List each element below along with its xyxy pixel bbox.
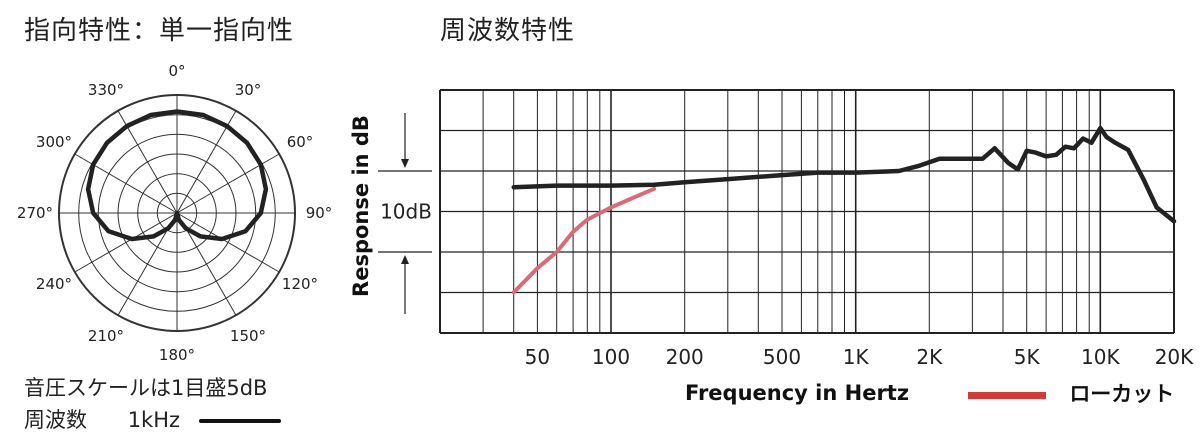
scale-marker-arrowhead-up	[401, 255, 409, 264]
polar-angle-label: 330°	[88, 81, 124, 99]
polar-angle-label: 0°	[168, 62, 185, 80]
polar-spoke	[74, 212, 178, 273]
frequency-note: 周波数 1kHz	[24, 404, 281, 434]
scale-marker-arrowhead-down	[401, 159, 409, 168]
x-tick-label: 200	[666, 345, 704, 369]
polar-angle-label: 210°	[88, 327, 124, 345]
polar-angle-label: 180°	[159, 346, 195, 364]
frequency-note-value: 1kHz	[127, 408, 181, 432]
lowcut-response-line	[511, 186, 657, 295]
x-axis-title: Frequency in Hertz	[685, 381, 909, 405]
lowcut-legend-label: ローカット	[1069, 382, 1175, 406]
x-tick-label: 2K	[916, 345, 943, 369]
scale-note: 音圧スケールは1目盛5dB	[24, 376, 268, 400]
polar-angle-label: 90°	[306, 204, 333, 222]
polar-chart-title: 指向特性：単一指向性	[24, 16, 295, 46]
polar-angle-label: 300°	[36, 133, 72, 151]
x-tick-label: 500	[763, 345, 801, 369]
polar-angle-label: 270°	[17, 204, 53, 222]
x-tick-label: 5K	[1014, 345, 1041, 369]
scale-marker: 10dB	[378, 113, 432, 314]
frequency-legend-line	[198, 419, 281, 423]
scale-marker-label: 10dB	[380, 200, 432, 224]
polar-angle-label: 150°	[230, 327, 266, 345]
polar-chart: 0° 30° 60° 90° 120° 150° 180° 210° 240° 270° 300° 3…	[17, 62, 332, 364]
main-response-line	[511, 125, 1177, 224]
lowcut-legend: ローカット	[968, 378, 1174, 408]
y-axis-title: Response in dB	[349, 115, 373, 297]
frequency-chart: 50 100 200 500 1K 2K 5K 10K 20K Frequency in Hert…	[349, 89, 1194, 405]
polar-angle-label: 240°	[36, 275, 72, 293]
x-tick-label: 50	[525, 345, 550, 369]
x-tick-label: 10K	[1081, 345, 1120, 369]
polar-angle-label: 60°	[287, 133, 314, 151]
polar-angle-label: 30°	[235, 81, 262, 99]
frequency-chart-title: 周波数特性	[440, 16, 576, 46]
x-tick-label: 100	[592, 345, 630, 369]
lowcut-legend-swatch	[968, 391, 1046, 399]
frequency-note-label: 周波数	[24, 408, 87, 432]
polar-pattern-1khz	[85, 109, 269, 242]
polar-spoke	[176, 212, 280, 273]
polar-angle-label: 120°	[282, 275, 318, 293]
x-tick-label: 1K	[843, 345, 870, 369]
x-tick-label: 20K	[1155, 345, 1194, 369]
